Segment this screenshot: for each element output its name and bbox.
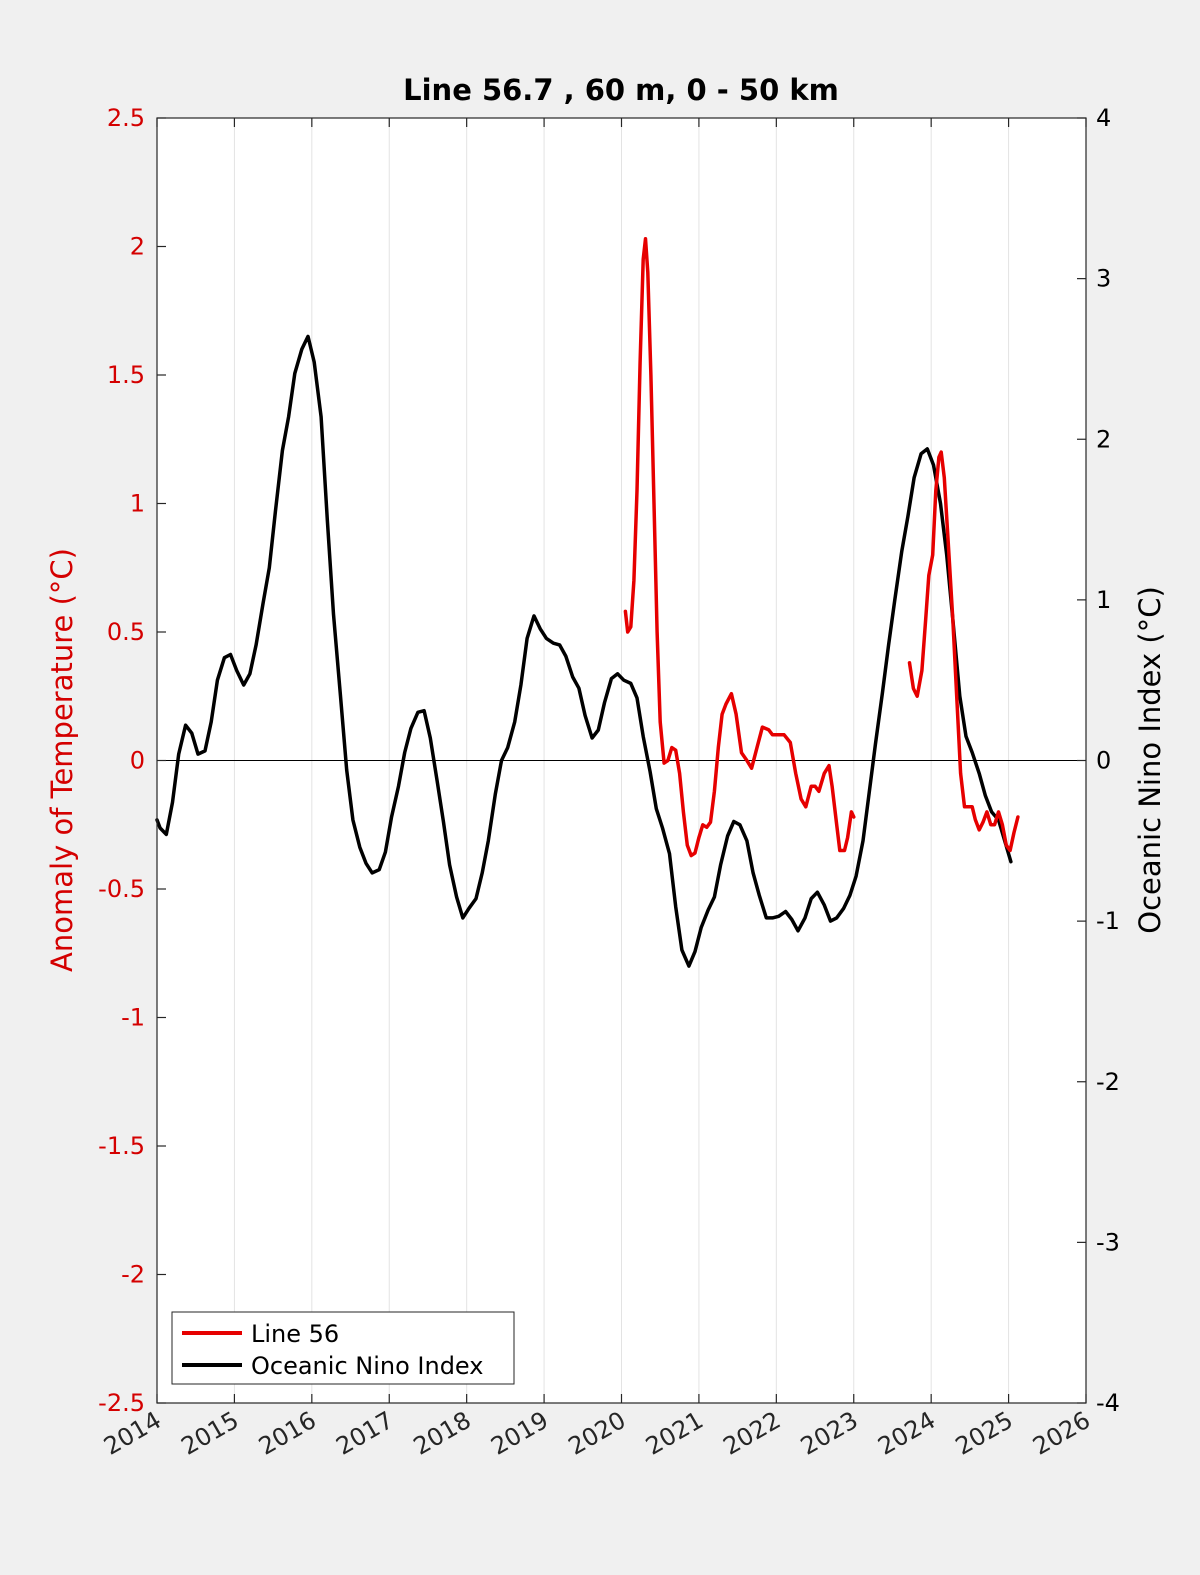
y-right-tick-label: 1 bbox=[1096, 586, 1111, 614]
y-right-tick-label: -3 bbox=[1096, 1228, 1120, 1256]
left-axis-title: Anomaly of Temperature (°C) bbox=[45, 548, 79, 972]
y-left-tick-label: 1.5 bbox=[107, 361, 145, 389]
legend: Line 56 Oceanic Nino Index bbox=[171, 1311, 515, 1385]
y-left-tick-label: -1.5 bbox=[98, 1132, 145, 1160]
left-y-axis: 2.5 2 1.5 1 0.5 0 -0.5 -1 -1.5 -2 -2.5 bbox=[98, 104, 166, 1417]
y-right-tick-label: -1 bbox=[1096, 907, 1120, 935]
chart-title: Line 56.7 , 60 m, 0 - 50 km bbox=[403, 73, 839, 107]
y-right-tick-label: -2 bbox=[1096, 1068, 1120, 1096]
y-left-tick-label: -1 bbox=[121, 1004, 145, 1032]
legend-label-line56: Line 56 bbox=[251, 1320, 339, 1348]
series-line-oni bbox=[155, 334, 1013, 968]
y-right-tick-label: -4 bbox=[1096, 1389, 1120, 1417]
y-right-tick-label: 0 bbox=[1096, 747, 1111, 775]
y-left-tick-label: -2 bbox=[121, 1261, 145, 1289]
y-left-tick-label: -0.5 bbox=[98, 875, 145, 903]
right-axis-title: Oceanic Nino Index (°C) bbox=[1133, 586, 1167, 934]
y-right-tick-label: 2 bbox=[1096, 425, 1111, 453]
y-left-tick-label: 0.5 bbox=[107, 618, 145, 646]
y-left-tick-label: 0 bbox=[130, 747, 145, 775]
right-y-axis: 4 3 2 1 0 -1 -2 -3 -4 bbox=[1077, 104, 1120, 1417]
y-left-tick-label: 2 bbox=[130, 233, 145, 261]
y-left-tick-label: -2.5 bbox=[98, 1389, 145, 1417]
y-right-tick-label: 4 bbox=[1096, 104, 1111, 132]
y-left-tick-label: 1 bbox=[130, 490, 145, 518]
legend-label-oni: Oceanic Nino Index bbox=[251, 1352, 483, 1380]
series-line-line56-segment-2 bbox=[907, 450, 1020, 853]
series-layer bbox=[155, 237, 1020, 968]
y-left-tick-label: 2.5 bbox=[107, 104, 145, 132]
series-line-line56-segment-1 bbox=[623, 237, 856, 858]
y-right-tick-label: 3 bbox=[1096, 265, 1111, 293]
legend-box bbox=[171, 1311, 515, 1385]
